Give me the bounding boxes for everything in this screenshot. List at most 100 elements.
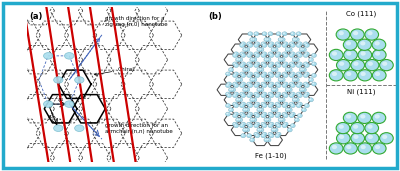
Circle shape <box>254 92 259 96</box>
Circle shape <box>255 93 257 94</box>
Circle shape <box>276 52 281 56</box>
Circle shape <box>234 52 239 56</box>
Circle shape <box>236 58 238 60</box>
Circle shape <box>276 72 281 76</box>
Circle shape <box>247 62 252 66</box>
Circle shape <box>297 82 302 86</box>
Circle shape <box>255 122 260 126</box>
Circle shape <box>256 134 258 136</box>
Circle shape <box>250 98 255 102</box>
Circle shape <box>312 62 316 66</box>
Circle shape <box>262 103 264 104</box>
Circle shape <box>336 133 350 144</box>
Circle shape <box>234 112 239 116</box>
Circle shape <box>285 68 290 72</box>
Circle shape <box>304 74 306 76</box>
Circle shape <box>264 118 269 122</box>
Circle shape <box>255 74 260 77</box>
Circle shape <box>248 83 253 88</box>
Circle shape <box>254 124 259 128</box>
Circle shape <box>293 78 295 80</box>
Polygon shape <box>252 114 268 126</box>
Circle shape <box>255 52 257 54</box>
Circle shape <box>238 58 243 62</box>
Circle shape <box>258 68 260 70</box>
Circle shape <box>293 98 295 100</box>
Circle shape <box>260 88 262 90</box>
Circle shape <box>268 92 273 96</box>
Circle shape <box>262 112 267 116</box>
Circle shape <box>282 43 287 47</box>
Circle shape <box>302 48 304 50</box>
Circle shape <box>236 58 240 62</box>
Circle shape <box>276 63 281 68</box>
Circle shape <box>283 114 288 118</box>
Circle shape <box>289 94 294 98</box>
Circle shape <box>267 58 269 60</box>
Circle shape <box>287 68 292 72</box>
Circle shape <box>275 94 280 98</box>
Circle shape <box>256 123 258 124</box>
Circle shape <box>290 43 292 44</box>
Circle shape <box>269 44 271 46</box>
Circle shape <box>284 74 286 76</box>
Circle shape <box>249 113 251 114</box>
Circle shape <box>266 78 271 82</box>
Circle shape <box>290 124 295 128</box>
Circle shape <box>249 64 251 66</box>
Circle shape <box>241 134 246 138</box>
Circle shape <box>372 49 386 61</box>
Circle shape <box>269 82 274 86</box>
Circle shape <box>276 63 278 64</box>
Circle shape <box>353 62 358 66</box>
Circle shape <box>240 93 242 94</box>
Circle shape <box>329 143 343 154</box>
Circle shape <box>248 63 250 64</box>
Circle shape <box>255 82 260 86</box>
Circle shape <box>255 84 257 86</box>
Circle shape <box>303 53 308 57</box>
Circle shape <box>273 68 278 72</box>
Circle shape <box>288 88 290 90</box>
Circle shape <box>296 104 301 108</box>
Circle shape <box>288 129 290 130</box>
Circle shape <box>228 108 234 112</box>
Circle shape <box>279 38 281 40</box>
Circle shape <box>244 88 246 90</box>
Circle shape <box>269 93 271 94</box>
Circle shape <box>255 124 257 126</box>
Circle shape <box>283 94 288 98</box>
Circle shape <box>269 114 274 118</box>
Circle shape <box>268 112 273 116</box>
Ellipse shape <box>54 125 63 131</box>
Circle shape <box>246 109 248 110</box>
Circle shape <box>283 104 285 106</box>
Circle shape <box>286 48 288 50</box>
Circle shape <box>267 119 269 120</box>
Circle shape <box>259 68 264 72</box>
Circle shape <box>249 124 251 126</box>
Circle shape <box>245 48 250 52</box>
Circle shape <box>253 38 255 40</box>
Circle shape <box>283 74 288 77</box>
Polygon shape <box>252 94 268 106</box>
Circle shape <box>360 114 366 119</box>
Circle shape <box>268 63 273 68</box>
Circle shape <box>265 139 267 140</box>
Circle shape <box>250 98 252 100</box>
Polygon shape <box>231 104 247 115</box>
Circle shape <box>226 83 230 88</box>
Circle shape <box>262 94 264 96</box>
Circle shape <box>269 74 274 77</box>
Circle shape <box>234 124 236 126</box>
Circle shape <box>304 83 309 88</box>
Circle shape <box>298 43 300 44</box>
Circle shape <box>282 112 287 116</box>
Circle shape <box>270 134 272 136</box>
Circle shape <box>234 104 239 108</box>
Ellipse shape <box>44 53 53 59</box>
Circle shape <box>263 104 265 106</box>
Circle shape <box>283 62 288 66</box>
Circle shape <box>375 145 380 149</box>
Circle shape <box>262 124 267 128</box>
